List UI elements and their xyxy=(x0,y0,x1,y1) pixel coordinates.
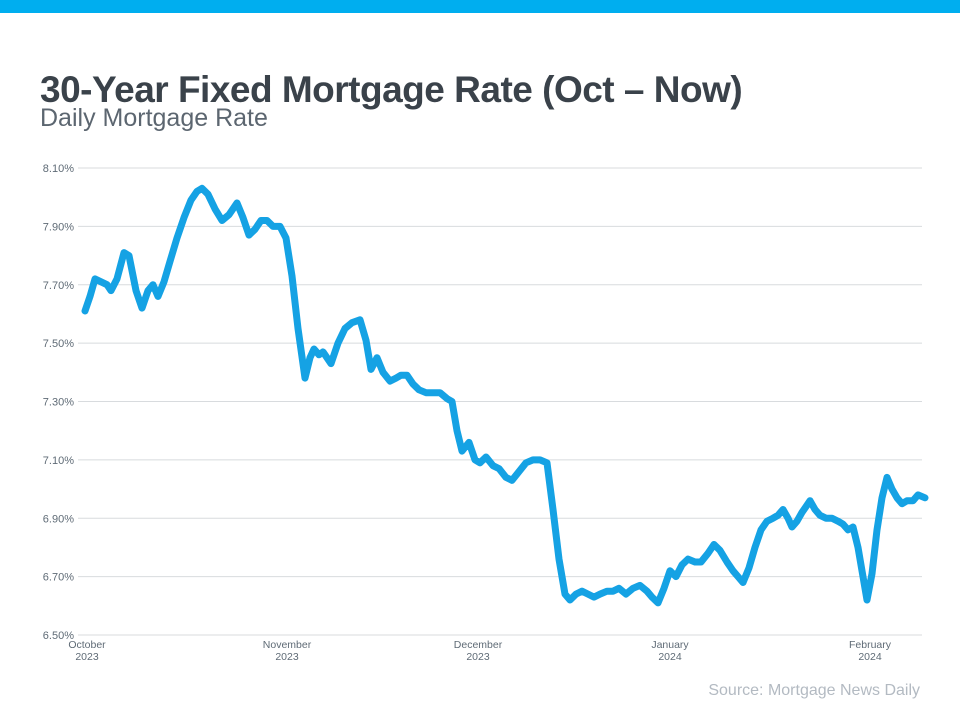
x-axis-month-label: January xyxy=(651,639,689,651)
y-axis-tick-label: 6.50% xyxy=(43,630,74,642)
x-axis-year-label: 2024 xyxy=(658,651,682,663)
x-axis-year-label: 2023 xyxy=(466,651,490,663)
y-axis-tick-label: 7.70% xyxy=(43,280,74,292)
x-axis-month-label: October xyxy=(68,639,106,651)
page-subtitle: Daily Mortgage Rate xyxy=(40,104,268,132)
source-caption: Source: Mortgage News Daily xyxy=(708,682,920,699)
x-axis-month-label: December xyxy=(454,639,503,651)
y-axis-tick-label: 7.30% xyxy=(43,397,74,409)
x-axis-month-label: November xyxy=(263,639,312,651)
y-axis-tick-label: 7.90% xyxy=(43,221,74,233)
y-axis-tick-label: 6.70% xyxy=(43,572,74,584)
x-axis-year-label: 2023 xyxy=(75,651,99,663)
x-axis-year-label: 2023 xyxy=(275,651,299,663)
y-axis-tick-label: 8.10% xyxy=(43,163,74,175)
y-axis-tick-label: 7.50% xyxy=(43,338,74,350)
y-axis-tick-label: 7.10% xyxy=(43,455,74,467)
accent-bar xyxy=(0,0,960,13)
page-title: 30-Year Fixed Mortgage Rate (Oct – Now) xyxy=(40,68,743,110)
x-axis-year-label: 2024 xyxy=(858,651,882,663)
x-axis-month-label: February xyxy=(849,639,892,651)
y-axis-tick-label: 6.90% xyxy=(43,513,74,525)
rate-line xyxy=(81,184,929,607)
